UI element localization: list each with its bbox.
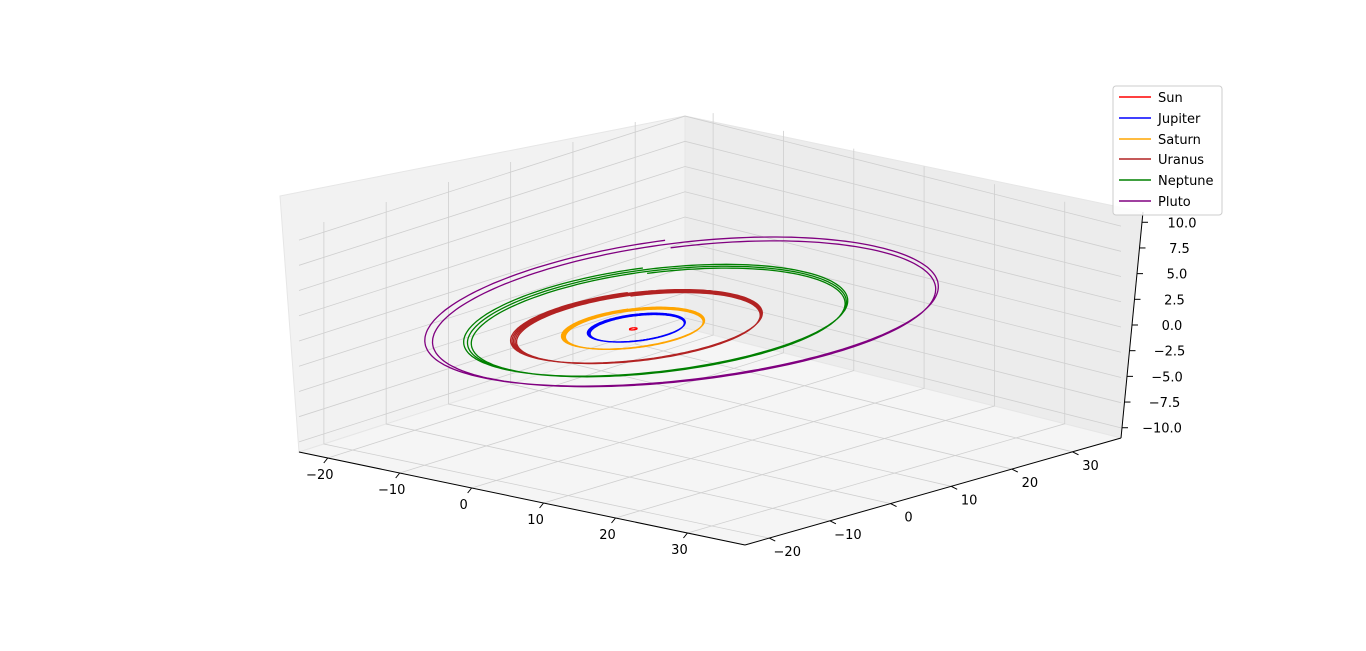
orbit-sun xyxy=(628,327,638,331)
x-tick-label: 10 xyxy=(527,513,544,528)
legend-label-jupiter: Jupiter xyxy=(1157,112,1201,127)
legend-item-uranus: Uranus xyxy=(1119,153,1204,168)
z-tick-label: 0.0 xyxy=(1162,319,1183,334)
grid-line-z xyxy=(298,191,1122,317)
grid-line-z xyxy=(298,115,1122,241)
y-tick-mark xyxy=(1011,468,1019,473)
legend-label-neptune: Neptune xyxy=(1158,174,1214,189)
grid-line-y xyxy=(634,122,1073,453)
grid xyxy=(298,113,1122,539)
x-tick-mark xyxy=(611,517,616,524)
grid-line-x xyxy=(687,201,1066,534)
legend-label-uranus: Uranus xyxy=(1158,153,1204,168)
orbit-jupiter xyxy=(586,312,686,343)
y-tick-mark xyxy=(950,485,958,490)
z-tick-label: −5.0 xyxy=(1151,370,1183,385)
x-tick-label: 0 xyxy=(460,498,468,513)
x-axis-line xyxy=(298,451,746,546)
x-tick-mark xyxy=(539,502,544,509)
legend-item-sun: Sun xyxy=(1119,91,1183,106)
orbit-saturn xyxy=(560,306,706,351)
y-ticks: −20 −10 0 10 20 30 xyxy=(769,451,1099,560)
x-tick-label: −10 xyxy=(378,483,405,498)
y-tick-label: −20 xyxy=(774,545,801,560)
y-tick-label: 20 xyxy=(1022,476,1039,491)
grid-line-y xyxy=(323,222,770,539)
grid-line-y xyxy=(572,142,1012,470)
legend-item-pluto: Pluto xyxy=(1119,195,1191,210)
grid-line-y xyxy=(385,202,830,522)
x-tick-label: 30 xyxy=(671,543,688,558)
x-tick-mark xyxy=(683,532,688,539)
grid-line-x xyxy=(471,148,855,489)
orbit-uranus xyxy=(509,288,763,365)
orbits xyxy=(424,236,939,388)
y-tick-label: 0 xyxy=(904,511,912,526)
z-tick-label: 7.5 xyxy=(1169,242,1190,257)
grid-line-x xyxy=(615,184,995,519)
orbit-pluto xyxy=(424,236,939,388)
z-tick-label: −7.5 xyxy=(1149,396,1181,411)
y-tick-label: 10 xyxy=(961,493,978,508)
legend-item-saturn: Saturn xyxy=(1119,133,1201,148)
grid-line-x xyxy=(543,166,925,504)
grid-line-x xyxy=(399,130,784,474)
legend-item-neptune: Neptune xyxy=(1119,174,1214,189)
grid-line-z xyxy=(298,166,1122,291)
z-tick-label: −10.0 xyxy=(1142,422,1182,437)
y-axis-line xyxy=(744,437,1122,546)
y-tick-mark xyxy=(829,520,837,525)
x-ticks: −20 −10 0 10 20 30 xyxy=(306,457,688,558)
legend-label-sun: Sun xyxy=(1158,91,1183,106)
z-ticks: −10.0 −7.5 −5.0 −2.5 0.0 2.5 5.0 7.5 10.0 xyxy=(1122,216,1197,437)
z-tick-label: 5.0 xyxy=(1167,268,1188,283)
z-tick-label: 2.5 xyxy=(1164,293,1185,308)
y-tick-mark xyxy=(1072,451,1079,456)
grid-line-x xyxy=(327,113,714,459)
legend-label-saturn: Saturn xyxy=(1158,133,1201,148)
z-tick-label: −2.5 xyxy=(1154,345,1186,360)
grid-line-y xyxy=(510,162,952,487)
legend-label-pluto: Pluto xyxy=(1158,195,1191,210)
y-tick-mark xyxy=(769,537,776,542)
legend: Sun Jupiter Saturn Uranus Neptune Pluto xyxy=(1112,85,1223,216)
x-tick-mark xyxy=(395,472,401,479)
grid-line-z xyxy=(298,216,1122,342)
legend-item-jupiter: Jupiter xyxy=(1119,112,1201,127)
x-tick-mark xyxy=(323,457,329,464)
x-tick-mark xyxy=(467,487,473,494)
grid-line-z xyxy=(298,140,1122,266)
z-tick-label: 10.0 xyxy=(1168,216,1197,231)
x-tick-label: 20 xyxy=(599,528,616,543)
grid-line-z xyxy=(298,317,1122,443)
y-tick-label: 30 xyxy=(1082,459,1099,474)
x-tick-label: −20 xyxy=(306,468,333,483)
y-tick-label: −10 xyxy=(834,528,861,543)
grid-line-y xyxy=(448,182,891,504)
orbit-neptune xyxy=(463,263,849,378)
y-tick-mark xyxy=(890,503,897,508)
axes-panes xyxy=(279,115,1144,546)
